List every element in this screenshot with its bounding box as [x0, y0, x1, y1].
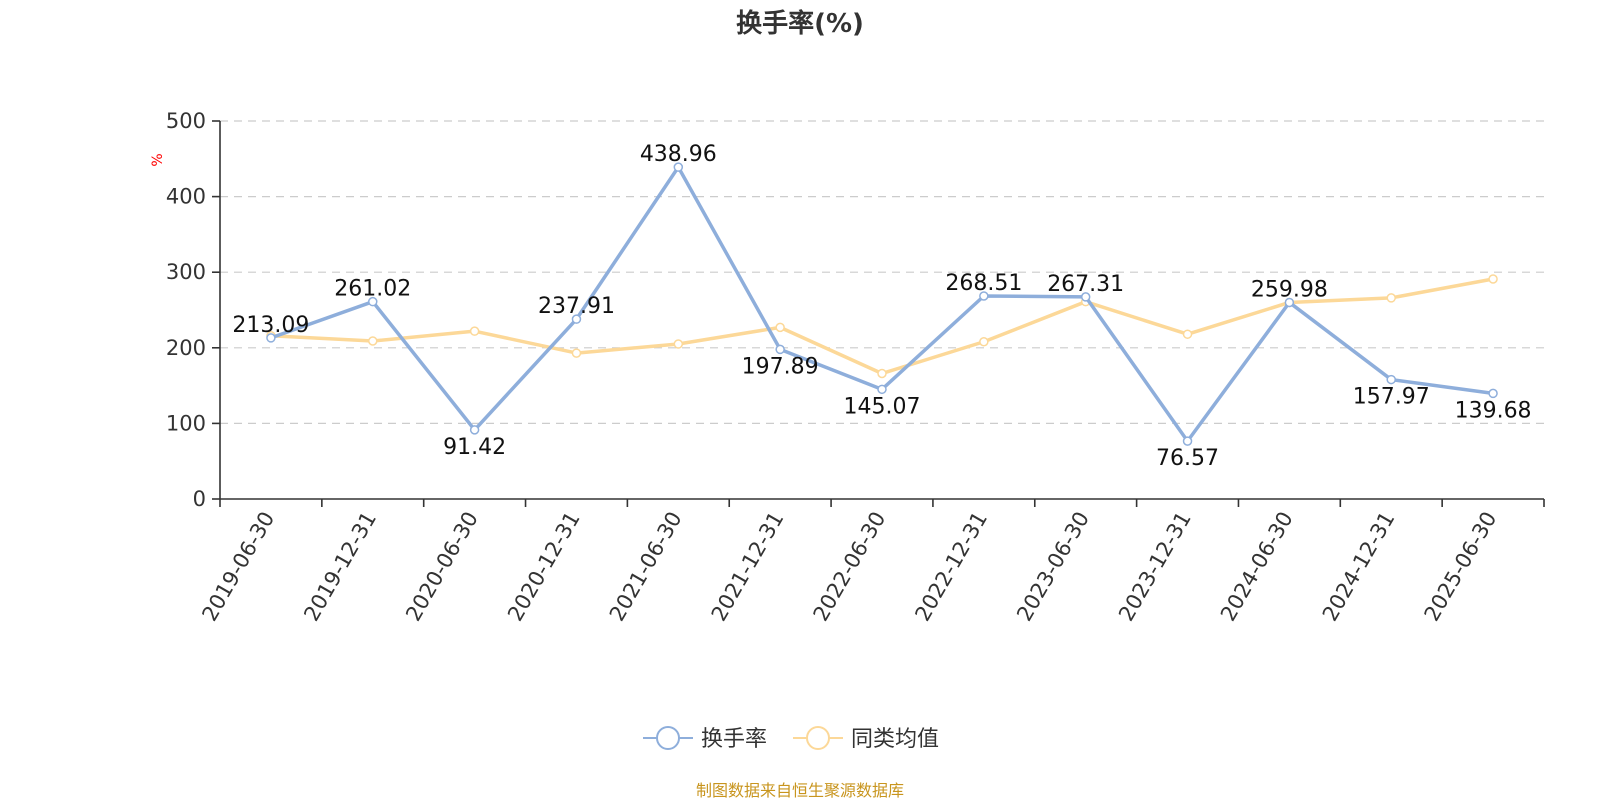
series-point-1 — [1182, 329, 1193, 339]
legend-marker — [806, 726, 830, 750]
y-tick-label: 0 — [193, 487, 206, 511]
series-point-0 — [571, 314, 582, 324]
series-point-0 — [877, 384, 887, 395]
x-tick-label: 2020-12-31 — [503, 508, 585, 626]
legend-label: 换手率 — [701, 727, 767, 752]
series-point-0 — [1284, 297, 1295, 308]
series-point-1 — [979, 337, 989, 347]
series-point-0 — [1182, 436, 1193, 446]
y-tick-label: 500 — [166, 109, 206, 133]
series-point-0 — [979, 291, 989, 301]
series-point-0 — [1386, 374, 1396, 385]
data-label: 76.57 — [1156, 446, 1219, 471]
x-tick-label: 2023-12-31 — [1114, 508, 1196, 626]
x-tick-label: 2022-12-31 — [910, 508, 992, 626]
y-tick-label: 200 — [166, 336, 206, 360]
legend-marker — [656, 726, 680, 750]
x-tick-label: 2021-06-30 — [605, 508, 687, 626]
series-point-0 — [368, 296, 378, 307]
legend-item-0[interactable]: 换手率 — [643, 726, 767, 752]
x-tick-label: 2022-06-30 — [809, 508, 891, 626]
series-point-0 — [469, 425, 480, 435]
series-point-1 — [673, 339, 684, 349]
series-point-1 — [571, 348, 582, 358]
series-point-1 — [1488, 274, 1498, 284]
series-point-1 — [877, 368, 887, 379]
y-tick-label: 400 — [166, 185, 206, 209]
data-label: 268.51 — [945, 271, 1022, 296]
y-axis-unit: % — [150, 153, 166, 166]
series-point-1 — [775, 322, 785, 333]
series-point-1 — [1386, 293, 1396, 303]
data-label: 261.02 — [334, 277, 411, 302]
y-tick-label: 100 — [166, 411, 206, 435]
x-tick-label: 2021-12-31 — [707, 508, 789, 626]
x-tick-label: 2019-12-31 — [299, 508, 381, 626]
series — [266, 162, 1498, 446]
data-label: 145.07 — [844, 394, 921, 419]
series-point-0 — [266, 333, 276, 343]
x-tick-label: 2024-06-30 — [1216, 508, 1298, 626]
data-label: 139.68 — [1455, 398, 1532, 423]
series-point-1 — [469, 326, 480, 336]
y-tick-label: 300 — [166, 260, 206, 284]
series-point-0 — [775, 344, 785, 355]
data-labels: 213.09 261.02 91.42 237.91 438.96 197.89 145.0… — [232, 142, 1531, 471]
data-label: 237.91 — [538, 294, 615, 319]
series-point-0 — [673, 162, 684, 172]
legend-item-1[interactable]: 同类均值 — [793, 726, 939, 752]
legend-label: 同类均值 — [851, 727, 939, 752]
x-tick-label: 2024-12-31 — [1318, 508, 1400, 626]
data-label: 213.09 — [232, 313, 309, 338]
data-label: 197.89 — [742, 354, 819, 379]
series-point-1 — [368, 336, 378, 346]
x-tick-label: 2019-06-30 — [197, 508, 279, 626]
x-tick-label: 2023-06-30 — [1012, 508, 1094, 626]
series-point-0 — [1080, 292, 1091, 302]
source-note: 制图数据来自恒生聚源数据库 — [696, 781, 904, 800]
x-tick-label: 2025-06-30 — [1420, 508, 1502, 626]
chart-title: 换手率(%) — [736, 8, 864, 39]
data-label: 91.42 — [443, 435, 506, 460]
data-label: 438.96 — [640, 142, 717, 167]
legend[interactable]: 换手率 同类均值 — [643, 726, 939, 752]
data-label: 267.31 — [1047, 272, 1124, 297]
x-tick-label: 2020-06-30 — [401, 508, 483, 626]
grid-lines — [220, 120, 1544, 424]
data-label: 157.97 — [1353, 385, 1430, 410]
data-label: 259.98 — [1251, 277, 1328, 302]
series-point-0 — [1488, 388, 1498, 399]
